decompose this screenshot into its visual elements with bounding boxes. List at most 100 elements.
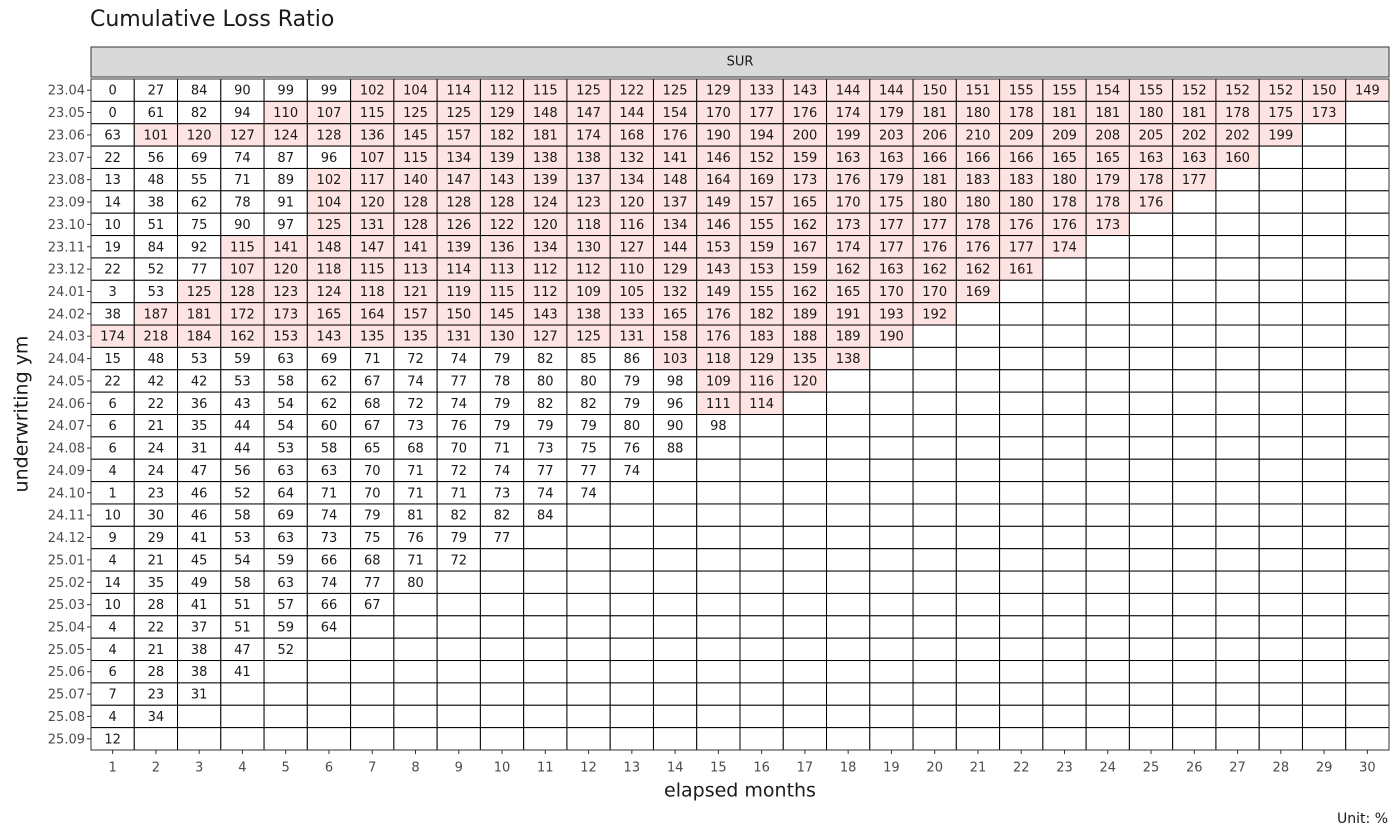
empty-cell (652, 548, 698, 572)
y-tick-label: 24.03 (48, 330, 85, 345)
cell-label: 71 (407, 464, 424, 479)
cell-label: 150 (1312, 84, 1337, 99)
empty-cell (1258, 548, 1303, 572)
empty-cell (523, 682, 568, 706)
empty-cell (912, 682, 957, 706)
empty-cell (912, 548, 957, 572)
cell-label: 149 (706, 285, 731, 300)
empty-cell (955, 324, 1001, 348)
empty-cell (306, 637, 352, 662)
empty-cell (1301, 212, 1347, 237)
cell-label: 57 (277, 598, 294, 613)
y-tick-label: 24.07 (48, 419, 85, 434)
empty-cell (350, 615, 395, 639)
cell-label: 67 (364, 419, 381, 434)
cell-label: 77 (450, 374, 467, 389)
empty-cell (869, 414, 914, 438)
empty-cell (1085, 279, 1130, 304)
empty-cell (955, 369, 1001, 393)
empty-cell (1345, 302, 1390, 326)
empty-cell (826, 615, 871, 639)
empty-cell (1258, 346, 1303, 371)
empty-cell (826, 592, 871, 617)
empty-cell (1345, 570, 1390, 594)
cell-label: 152 (749, 151, 774, 166)
empty-cell (869, 481, 914, 505)
empty-cell (999, 346, 1044, 371)
cell-label: 74 (234, 151, 251, 166)
cell-label: 125 (317, 218, 342, 233)
empty-cell (1042, 302, 1087, 326)
cell-label: 200 (792, 128, 817, 143)
cell-label: 78 (234, 196, 251, 211)
empty-cell (955, 414, 1001, 438)
y-tick-label: 23.08 (48, 173, 85, 188)
cell-label: 58 (277, 374, 294, 389)
empty-cell (1258, 682, 1303, 706)
cell-label: 61 (148, 106, 165, 121)
cell-label: 48 (148, 352, 165, 367)
cell-label: 9 (108, 531, 116, 546)
empty-cell (1172, 548, 1217, 572)
facet-strip (90, 46, 1390, 78)
empty-cell (955, 704, 1001, 729)
cell-label: 71 (234, 173, 251, 188)
cell-label: 205 (1139, 128, 1164, 143)
cell-label: 120 (533, 218, 558, 233)
cell-label: 177 (879, 218, 904, 233)
empty-cell (1301, 660, 1347, 684)
empty-cell (1301, 369, 1347, 393)
empty-cell (523, 615, 568, 639)
cell-label: 22 (104, 151, 121, 166)
empty-cell (1215, 279, 1260, 304)
empty-cell (955, 592, 1001, 617)
empty-cell (1301, 279, 1347, 304)
cell-label: 72 (407, 352, 424, 367)
empty-cell (479, 637, 525, 662)
empty-cell (652, 637, 698, 662)
empty-cell (999, 481, 1044, 505)
cell-label: 131 (446, 330, 471, 345)
cell-label: 27 (148, 84, 165, 99)
empty-cell (1085, 481, 1130, 505)
x-tick-label: 18 (840, 761, 857, 776)
cell-label: 157 (403, 307, 428, 322)
cell-label: 144 (836, 84, 861, 99)
empty-cell (912, 458, 957, 483)
empty-cell (479, 548, 525, 572)
cell-label: 47 (234, 643, 251, 658)
cell-label: 77 (537, 464, 554, 479)
empty-cell (999, 548, 1044, 572)
cell-label: 162 (836, 263, 861, 278)
empty-cell (1172, 637, 1217, 662)
empty-cell (696, 570, 741, 594)
cell-label: 76 (624, 442, 641, 457)
x-tick-label: 12 (580, 761, 597, 776)
cell-label: 161 (1009, 263, 1034, 278)
cell-label: 4 (108, 464, 116, 479)
cell-label: 122 (490, 218, 515, 233)
empty-cell (1085, 727, 1130, 751)
empty-cell (1215, 391, 1260, 415)
cell-label: 10 (104, 598, 121, 613)
empty-cell (1172, 212, 1217, 237)
empty-cell (566, 682, 611, 706)
cell-label: 162 (230, 330, 255, 345)
empty-cell (739, 414, 784, 438)
cell-label: 58 (321, 442, 338, 457)
cell-label: 44 (234, 419, 251, 434)
empty-cell (955, 548, 1001, 572)
y-axis-label: underwriting ym (11, 336, 33, 493)
cell-label: 72 (450, 464, 467, 479)
empty-cell (1128, 436, 1174, 460)
empty-cell (1345, 414, 1390, 438)
cell-label: 144 (619, 106, 644, 121)
cell-label: 53 (277, 442, 294, 457)
empty-cell (999, 414, 1044, 438)
empty-cell (1172, 570, 1217, 594)
empty-cell (696, 637, 741, 662)
y-tick-label: 24.08 (48, 442, 85, 457)
cell-label: 169 (966, 285, 991, 300)
cell-label: 139 (446, 240, 471, 255)
cell-label: 4 (108, 643, 116, 658)
